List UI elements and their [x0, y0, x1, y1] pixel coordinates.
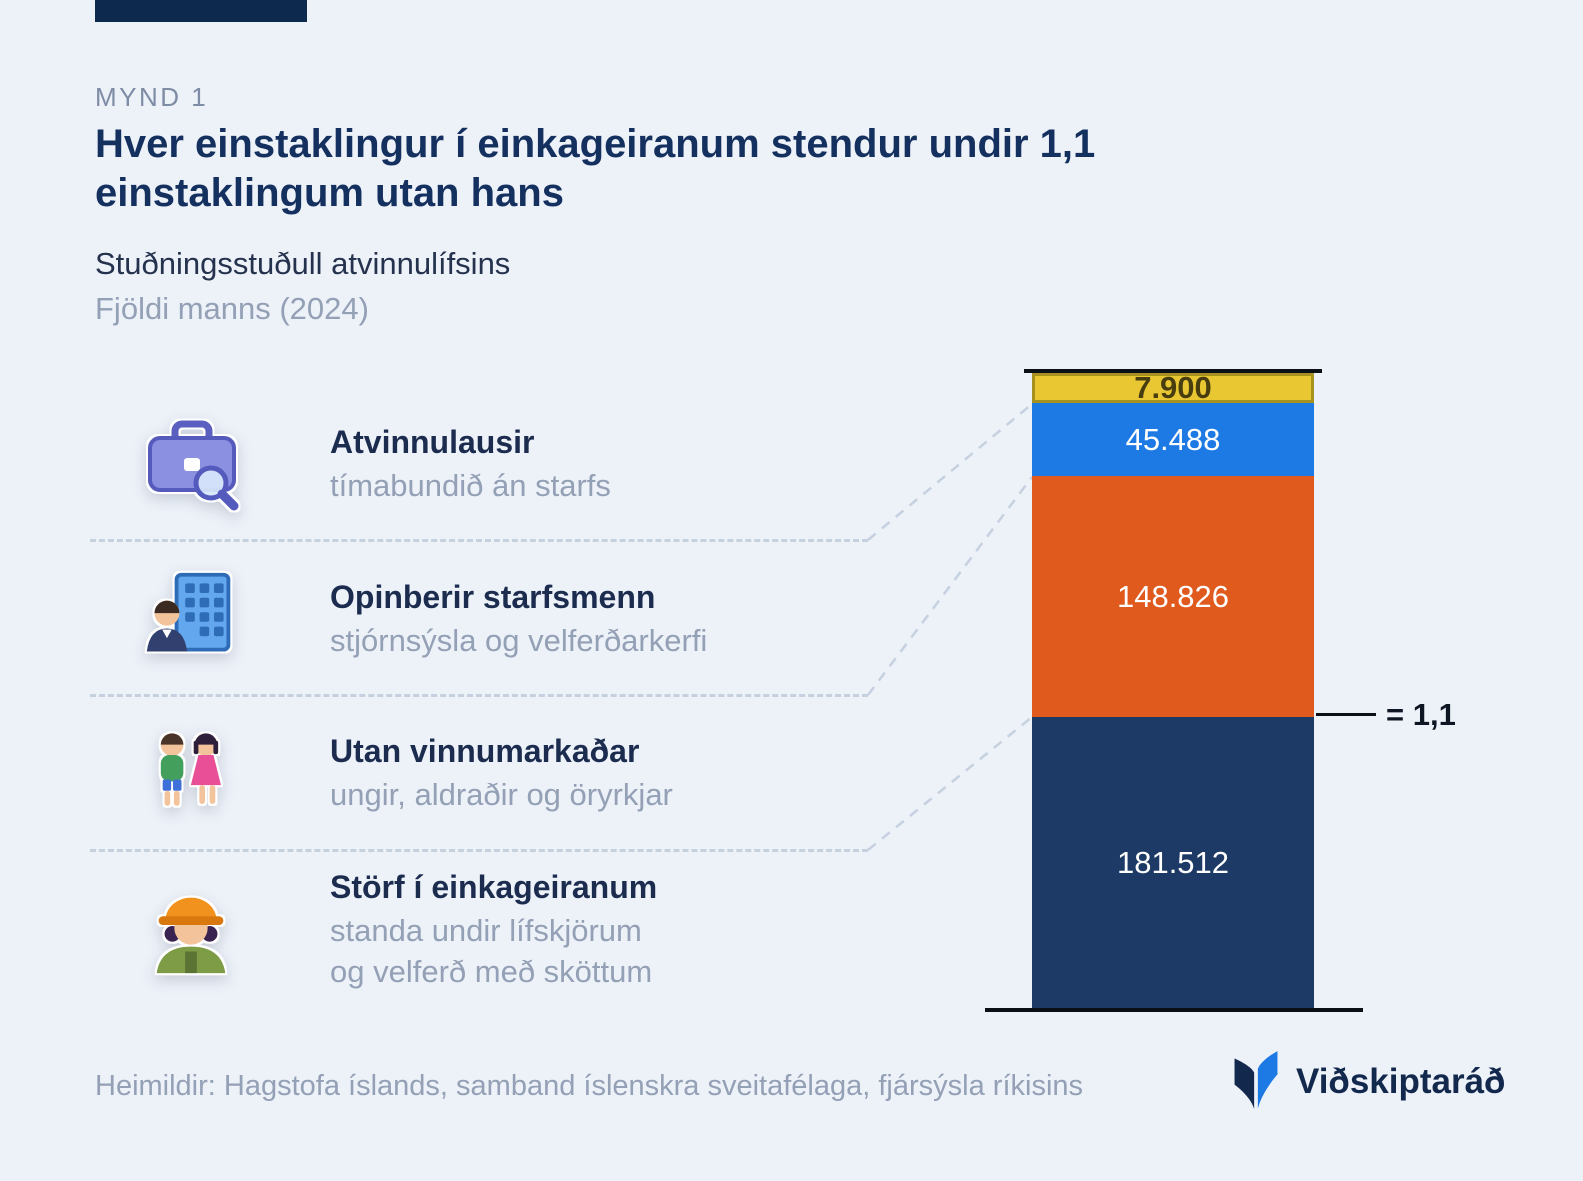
chart-unit-label: Fjöldi manns (2024): [95, 291, 369, 326]
chart-subtitle: Stuðningsstuðull atvinnulífsins: [95, 246, 511, 281]
connector-line: [867, 476, 1033, 696]
legend-description: standa undir lífskjörum og velferð með s…: [330, 913, 653, 989]
office-worker-building-icon: [142, 569, 238, 670]
legend-description: ungir, aldraðir og öryrkjar: [330, 776, 673, 812]
legend-divider: [90, 539, 868, 542]
legend-label: Opinberir starfsmenn: [330, 578, 656, 615]
legend-label: Utan vinnumarkaðar: [330, 732, 640, 769]
legend-item-storf-i-einkageiranum: Störf í einkageiranum standa undir lífsk…: [90, 860, 880, 1000]
legend-item-atvinnulausir: Atvinnulausir tímabundið án starfs: [90, 398, 880, 530]
connector-line: [867, 403, 1033, 541]
sources-text: Heimildir: Hagstofa íslands, samband ísl…: [95, 1070, 1084, 1102]
page-title: Hver einstaklingur í einkageiranum stend…: [95, 122, 1096, 215]
bar-segment-atvinnulausir: 7.900: [1032, 369, 1314, 405]
connector-line: [867, 716, 1033, 851]
legend-item-utan-vinnumarkadar: Utan vinnumarkaðar ungir, aldraðir og ör…: [90, 712, 880, 834]
construction-worker-icon: [142, 879, 240, 982]
bar-value-label: 45.488: [1125, 421, 1221, 457]
brand-name: Viðskiptaráð: [1296, 1062, 1506, 1101]
legend-divider: [90, 849, 868, 852]
legend-label: Störf í einkageiranum: [330, 869, 658, 906]
legend-item-opinberir-starfsmenn: Opinberir starfsmenn stjórnsýsla og velf…: [90, 558, 880, 680]
ratio-label: = 1,1: [1386, 696, 1456, 732]
stacked-bar: 7.900 45.488 148.826 181.512: [1024, 368, 1322, 1010]
bar-segment-opinberir-starfsmenn: 45.488: [1032, 402, 1314, 477]
brand-top-bar: [95, 0, 307, 22]
ratio-annotation: = 1,1: [1316, 697, 1456, 733]
bar-value-label: 148.826: [1116, 578, 1230, 614]
bar-baseline: [985, 1008, 1363, 1012]
legend-label: Atvinnulausir: [330, 423, 535, 460]
brand-logo: Viðskiptaráð: [1228, 1044, 1505, 1120]
figure-label: MYND 1: [95, 82, 209, 112]
legend-divider: [90, 694, 868, 697]
legend-description: stjórnsýsla og velferðarkerfi: [330, 622, 708, 658]
brand-logo-icon: [1228, 1048, 1284, 1117]
legend-description: tímabundið án starfs: [330, 467, 611, 503]
ratio-line: [1316, 713, 1376, 717]
bar-top-line: [1024, 368, 1322, 373]
bar-segment-utan-vinnumarkadar: 148.826: [1032, 476, 1314, 717]
bar-value-label: 181.512: [1116, 845, 1230, 881]
two-people-icon: [142, 724, 236, 823]
briefcase-search-icon: [142, 412, 242, 517]
bar-value-label: 7.900: [1134, 369, 1212, 405]
bar-segment-storf-i-einkageiranum: 181.512: [1032, 716, 1314, 1010]
